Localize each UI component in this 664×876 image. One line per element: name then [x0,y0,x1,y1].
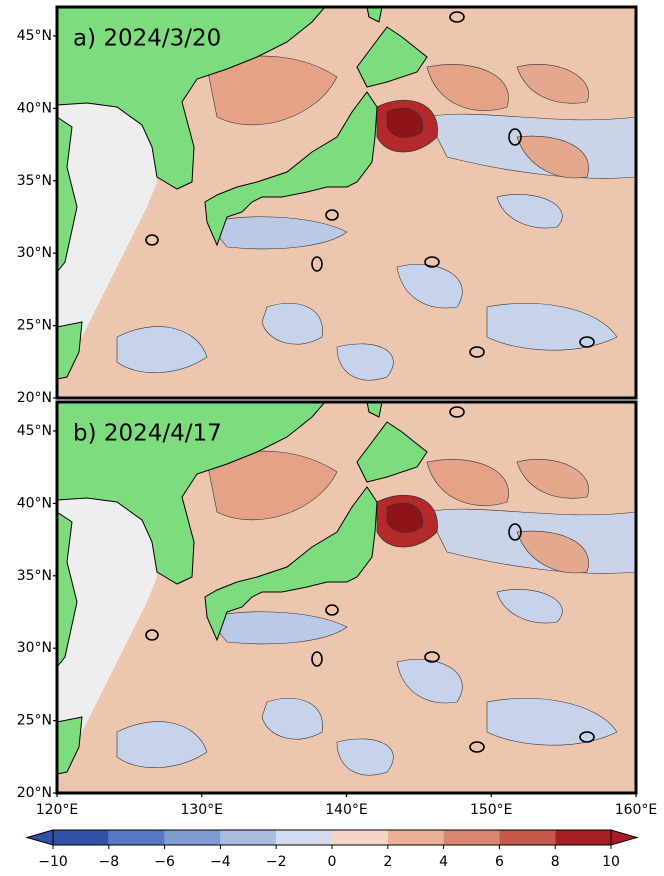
y-tick-label: 25°N [17,318,52,334]
colorbar-bin [108,830,165,845]
colorbar-bin [443,830,500,845]
colorbar-tick-label: −4 [210,854,231,870]
y-tick-label: 35°N [17,173,52,189]
y-tick-label: 35°N [17,568,52,584]
colorbar-bin [276,830,332,845]
y-tick-label: 25°N [17,713,52,729]
colorbar: −10 −8 −6 −4 −2 0 2 4 6 8 10 [25,829,639,870]
colorbar-bin [555,830,611,845]
y-tick-label: 20°N [17,390,52,406]
y-tick-label: 20°N [17,785,52,801]
colorbar-bin [220,830,277,845]
y-tick-label: 40°N [17,100,52,116]
panel-a: a) 2024/3/20 [55,5,638,400]
colorbar-tick-label: 8 [551,854,560,870]
colorbar-tick-label: 6 [495,854,504,870]
colorbar-bin [53,830,109,845]
y-tick-label: 30°N [17,245,52,261]
x-tick-label: 130°E [180,802,223,818]
x-tick-label: 160°E [615,802,658,818]
x-tick-label: 140°E [325,802,368,818]
colorbar-tick-label: 10 [602,854,620,870]
colorbar-tick-label: 0 [328,854,337,870]
y-tick-label: 45°N [17,28,52,44]
colorbar-tick-label: −6 [154,854,175,870]
colorbar-bin [332,830,388,845]
panel-label: b) 2024/4/17 [73,421,222,447]
colorbar-extend [610,829,639,846]
panel-label: a) 2024/3/20 [73,26,221,52]
colorbar-tick-label: −2 [266,854,287,870]
colorbar-tick-label: −8 [98,854,119,870]
colorbar-tick-label: −10 [38,854,68,870]
x-tick-label: 120°E [36,802,79,818]
axes: 20°N 25°N 30°N 35°N 40°N 45°N 20°N 25°N 30°N 35°N… [17,28,658,818]
colorbar-extend [25,829,54,846]
colorbar-tick-label: 4 [439,854,448,870]
x-tick-label: 150°E [470,802,513,818]
colorbar-bin [499,830,556,845]
y-tick-label: 40°N [17,495,52,511]
y-tick-label: 45°N [17,423,52,439]
colorbar-tick-label: 2 [383,854,392,870]
panel-b: b) 2024/4/17 [55,400,638,795]
colorbar-bin [387,830,444,845]
colorbar-bin [164,830,221,845]
y-tick-label: 30°N [17,640,52,656]
